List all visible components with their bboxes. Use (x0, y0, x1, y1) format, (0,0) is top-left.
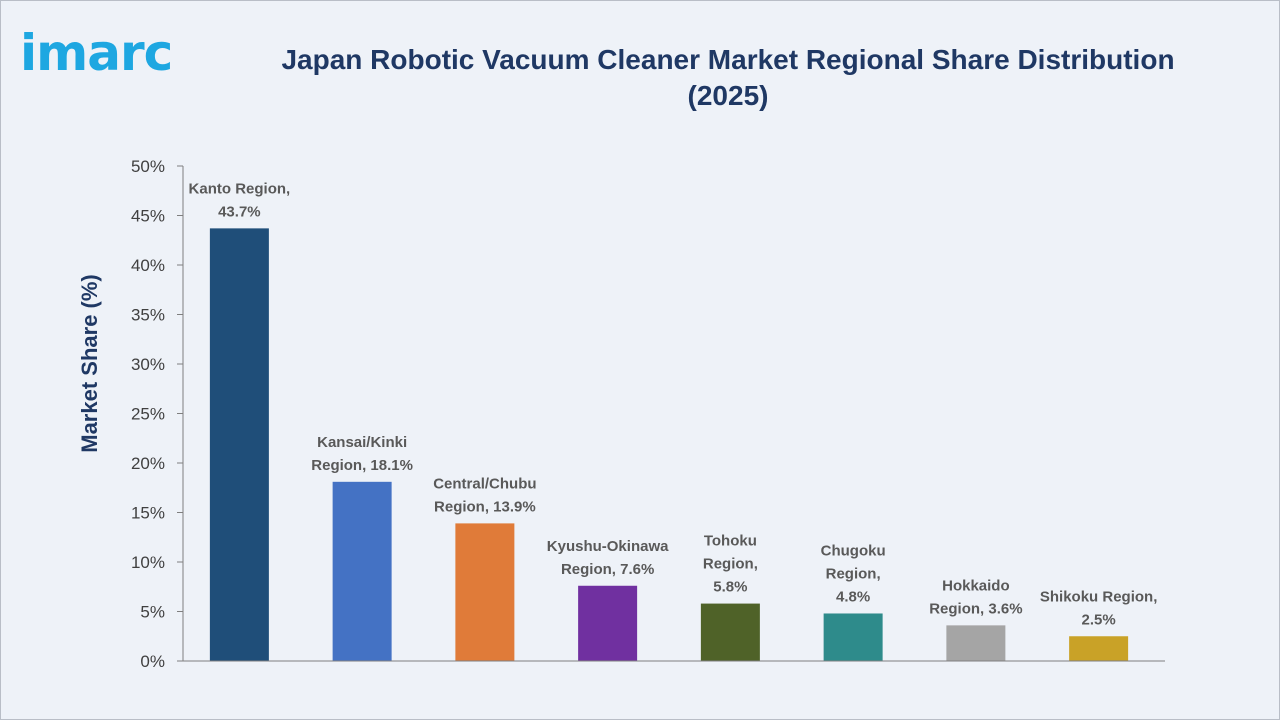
y-tick-label: 15% (131, 504, 165, 523)
y-tick-label: 45% (131, 207, 165, 226)
y-tick-label: 0% (140, 652, 165, 671)
data-label: Kansai/Kinki Region, 18.1% (311, 434, 413, 474)
bar (823, 613, 883, 661)
y-axis-label: Market Share (%) (77, 274, 102, 453)
imarc-logo: imarc (20, 24, 173, 82)
y-tick-label: 35% (131, 306, 165, 325)
y-tick-label: 30% (131, 355, 165, 374)
chart-title: Japan Robotic Vacuum Cleaner Market Regi… (281, 44, 1175, 111)
bar (1069, 636, 1129, 661)
bar (946, 625, 1006, 661)
y-tick-label: 20% (131, 454, 165, 473)
data-label: Chugoku Region, 4.8% (821, 542, 886, 605)
bar (332, 481, 392, 661)
bar (578, 585, 638, 661)
y-tick-label: 50% (131, 157, 165, 176)
y-axis-ticks: 0% 5% 10% 15% 20% 25% 30% 35% 40% 45% 50% (131, 157, 183, 671)
data-label: Shikoku Region, 2.5% (1040, 588, 1158, 628)
data-label: Kyushu-Okinawa Region, 7.6% (547, 538, 669, 578)
bar (700, 603, 760, 661)
bar (209, 228, 269, 661)
y-tick-label: 10% (131, 553, 165, 572)
y-tick-label: 40% (131, 256, 165, 275)
data-label: Hokkaido Region, 3.6% (929, 577, 1022, 617)
data-labels: Kanto Region, 43.7% Kansai/Kinki Region, 18… (189, 180, 1158, 628)
y-tick-label: 5% (140, 603, 165, 622)
y-tick-label: 25% (131, 405, 165, 424)
bar (455, 523, 515, 661)
data-label: Tohoku Region, 5.8% (703, 533, 758, 596)
data-label: Kanto Region, 43.7% (189, 180, 291, 220)
data-label: Central/Chubu Region, 13.9% (433, 475, 536, 515)
bars (209, 228, 1129, 661)
